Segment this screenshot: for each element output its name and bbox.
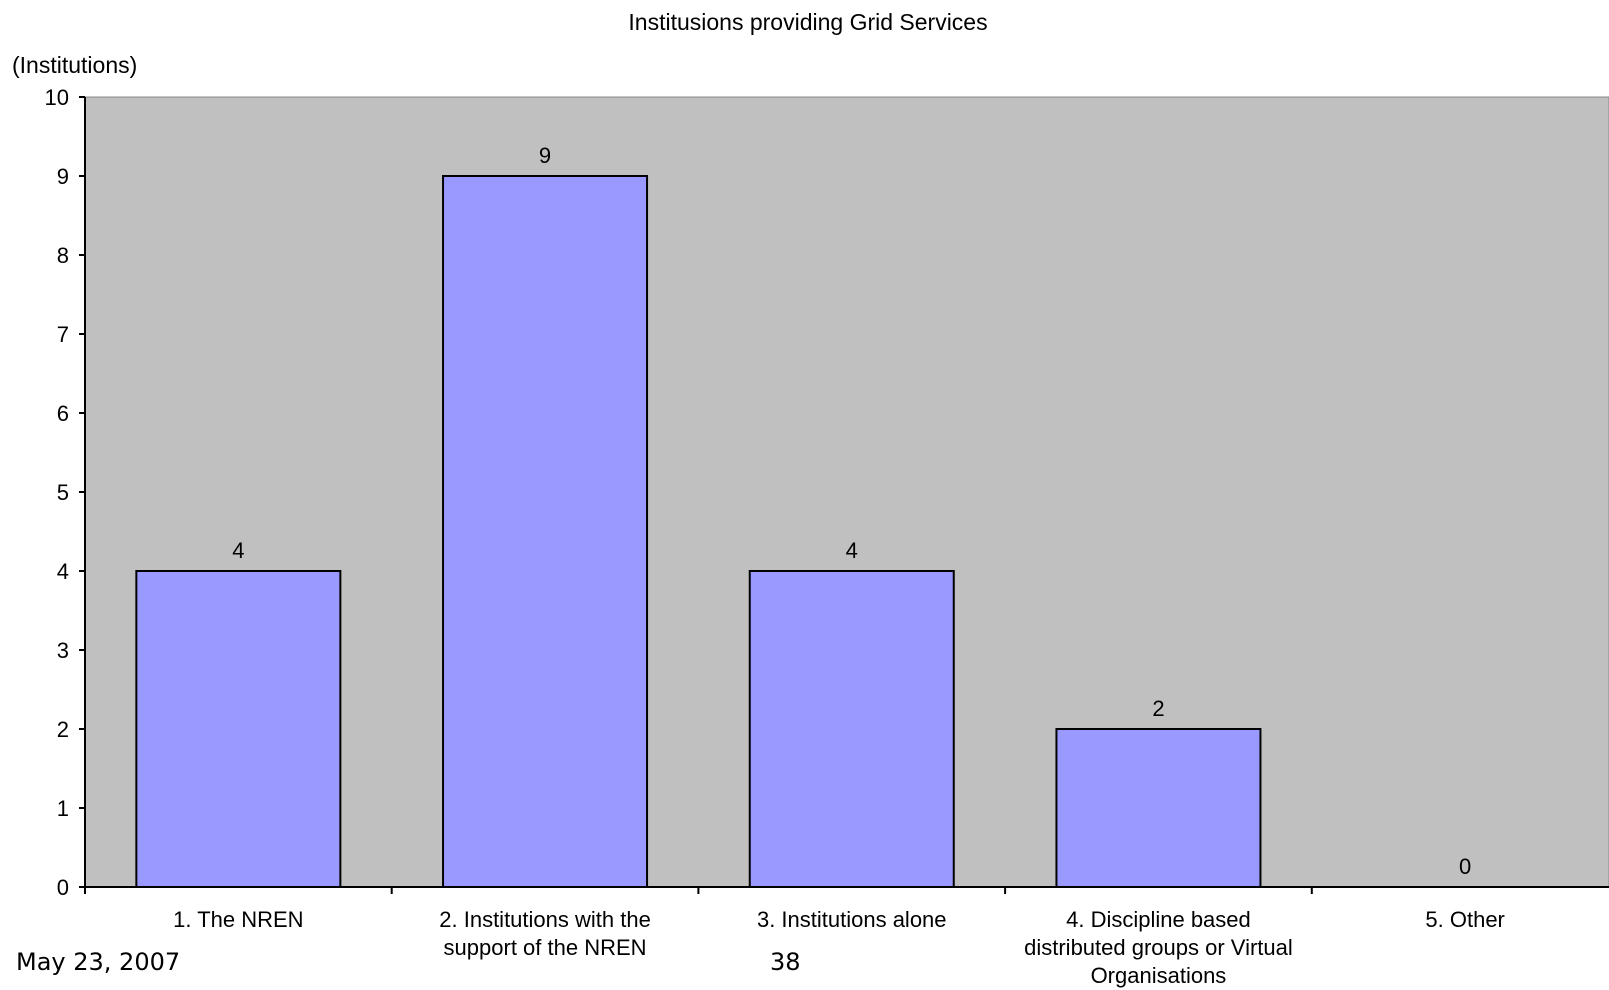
bar [135, 570, 342, 888]
page-number: 38 [770, 948, 801, 976]
x-category-label-line: 1. The NREN [173, 907, 303, 932]
x-category-label-line: 2. Institutions with the [439, 907, 651, 932]
y-tick-label: 8 [57, 243, 69, 268]
y-tick-label: 4 [57, 559, 69, 584]
y-tick-label: 5 [57, 480, 69, 505]
x-category-label: 5. Other [1425, 907, 1504, 932]
bar-value-label: 4 [232, 538, 244, 563]
y-tick-label: 10 [45, 85, 69, 110]
bar [748, 570, 955, 888]
x-category-label: 3. Institutions alone [757, 907, 947, 932]
bar-value-label: 4 [846, 538, 858, 563]
bar-value-label: 0 [1459, 854, 1471, 879]
y-tick-label: 3 [57, 638, 69, 663]
y-tick-label: 2 [57, 717, 69, 742]
y-axis: 0 1 2 3 4 5 6 7 8 9 10 [45, 85, 86, 900]
bars [135, 175, 1262, 888]
x-category-label-line: distributed groups or Virtual [1024, 935, 1293, 960]
bar [1055, 728, 1262, 888]
x-category-label-line: 4. Discipline based [1066, 907, 1251, 932]
y-tick-label: 6 [57, 401, 69, 426]
y-tick-label: 9 [57, 164, 69, 189]
chart-title: Institusions providing Grid Services [628, 9, 987, 35]
x-category-label-line: support of the NREN [444, 935, 647, 960]
x-category-label-line: 3. Institutions alone [757, 907, 947, 932]
x-category-label: 2. Institutions with the support of the N… [439, 907, 651, 960]
y-tick-label: 1 [57, 796, 69, 821]
bar-value-label: 2 [1152, 696, 1164, 721]
bar-value-label: 9 [539, 143, 551, 168]
x-category-label-line: 5. Other [1425, 907, 1504, 932]
y-tick-label: 0 [57, 875, 69, 900]
y-tick-label: 7 [57, 322, 69, 347]
x-category-label-line: Organisations [1091, 963, 1227, 988]
bar [442, 175, 649, 888]
x-category-label: 4. Discipline based distributed groups or… [1024, 907, 1293, 988]
x-axis: 1. The NREN 2. Institutions with the suppo… [84, 886, 1609, 988]
footer-date: May 23, 2007 [16, 948, 181, 976]
data-labels: 4 9 4 2 0 [232, 143, 1471, 879]
y-axis-unit-label: (Institutions) [12, 52, 137, 78]
x-category-label: 1. The NREN [173, 907, 303, 932]
